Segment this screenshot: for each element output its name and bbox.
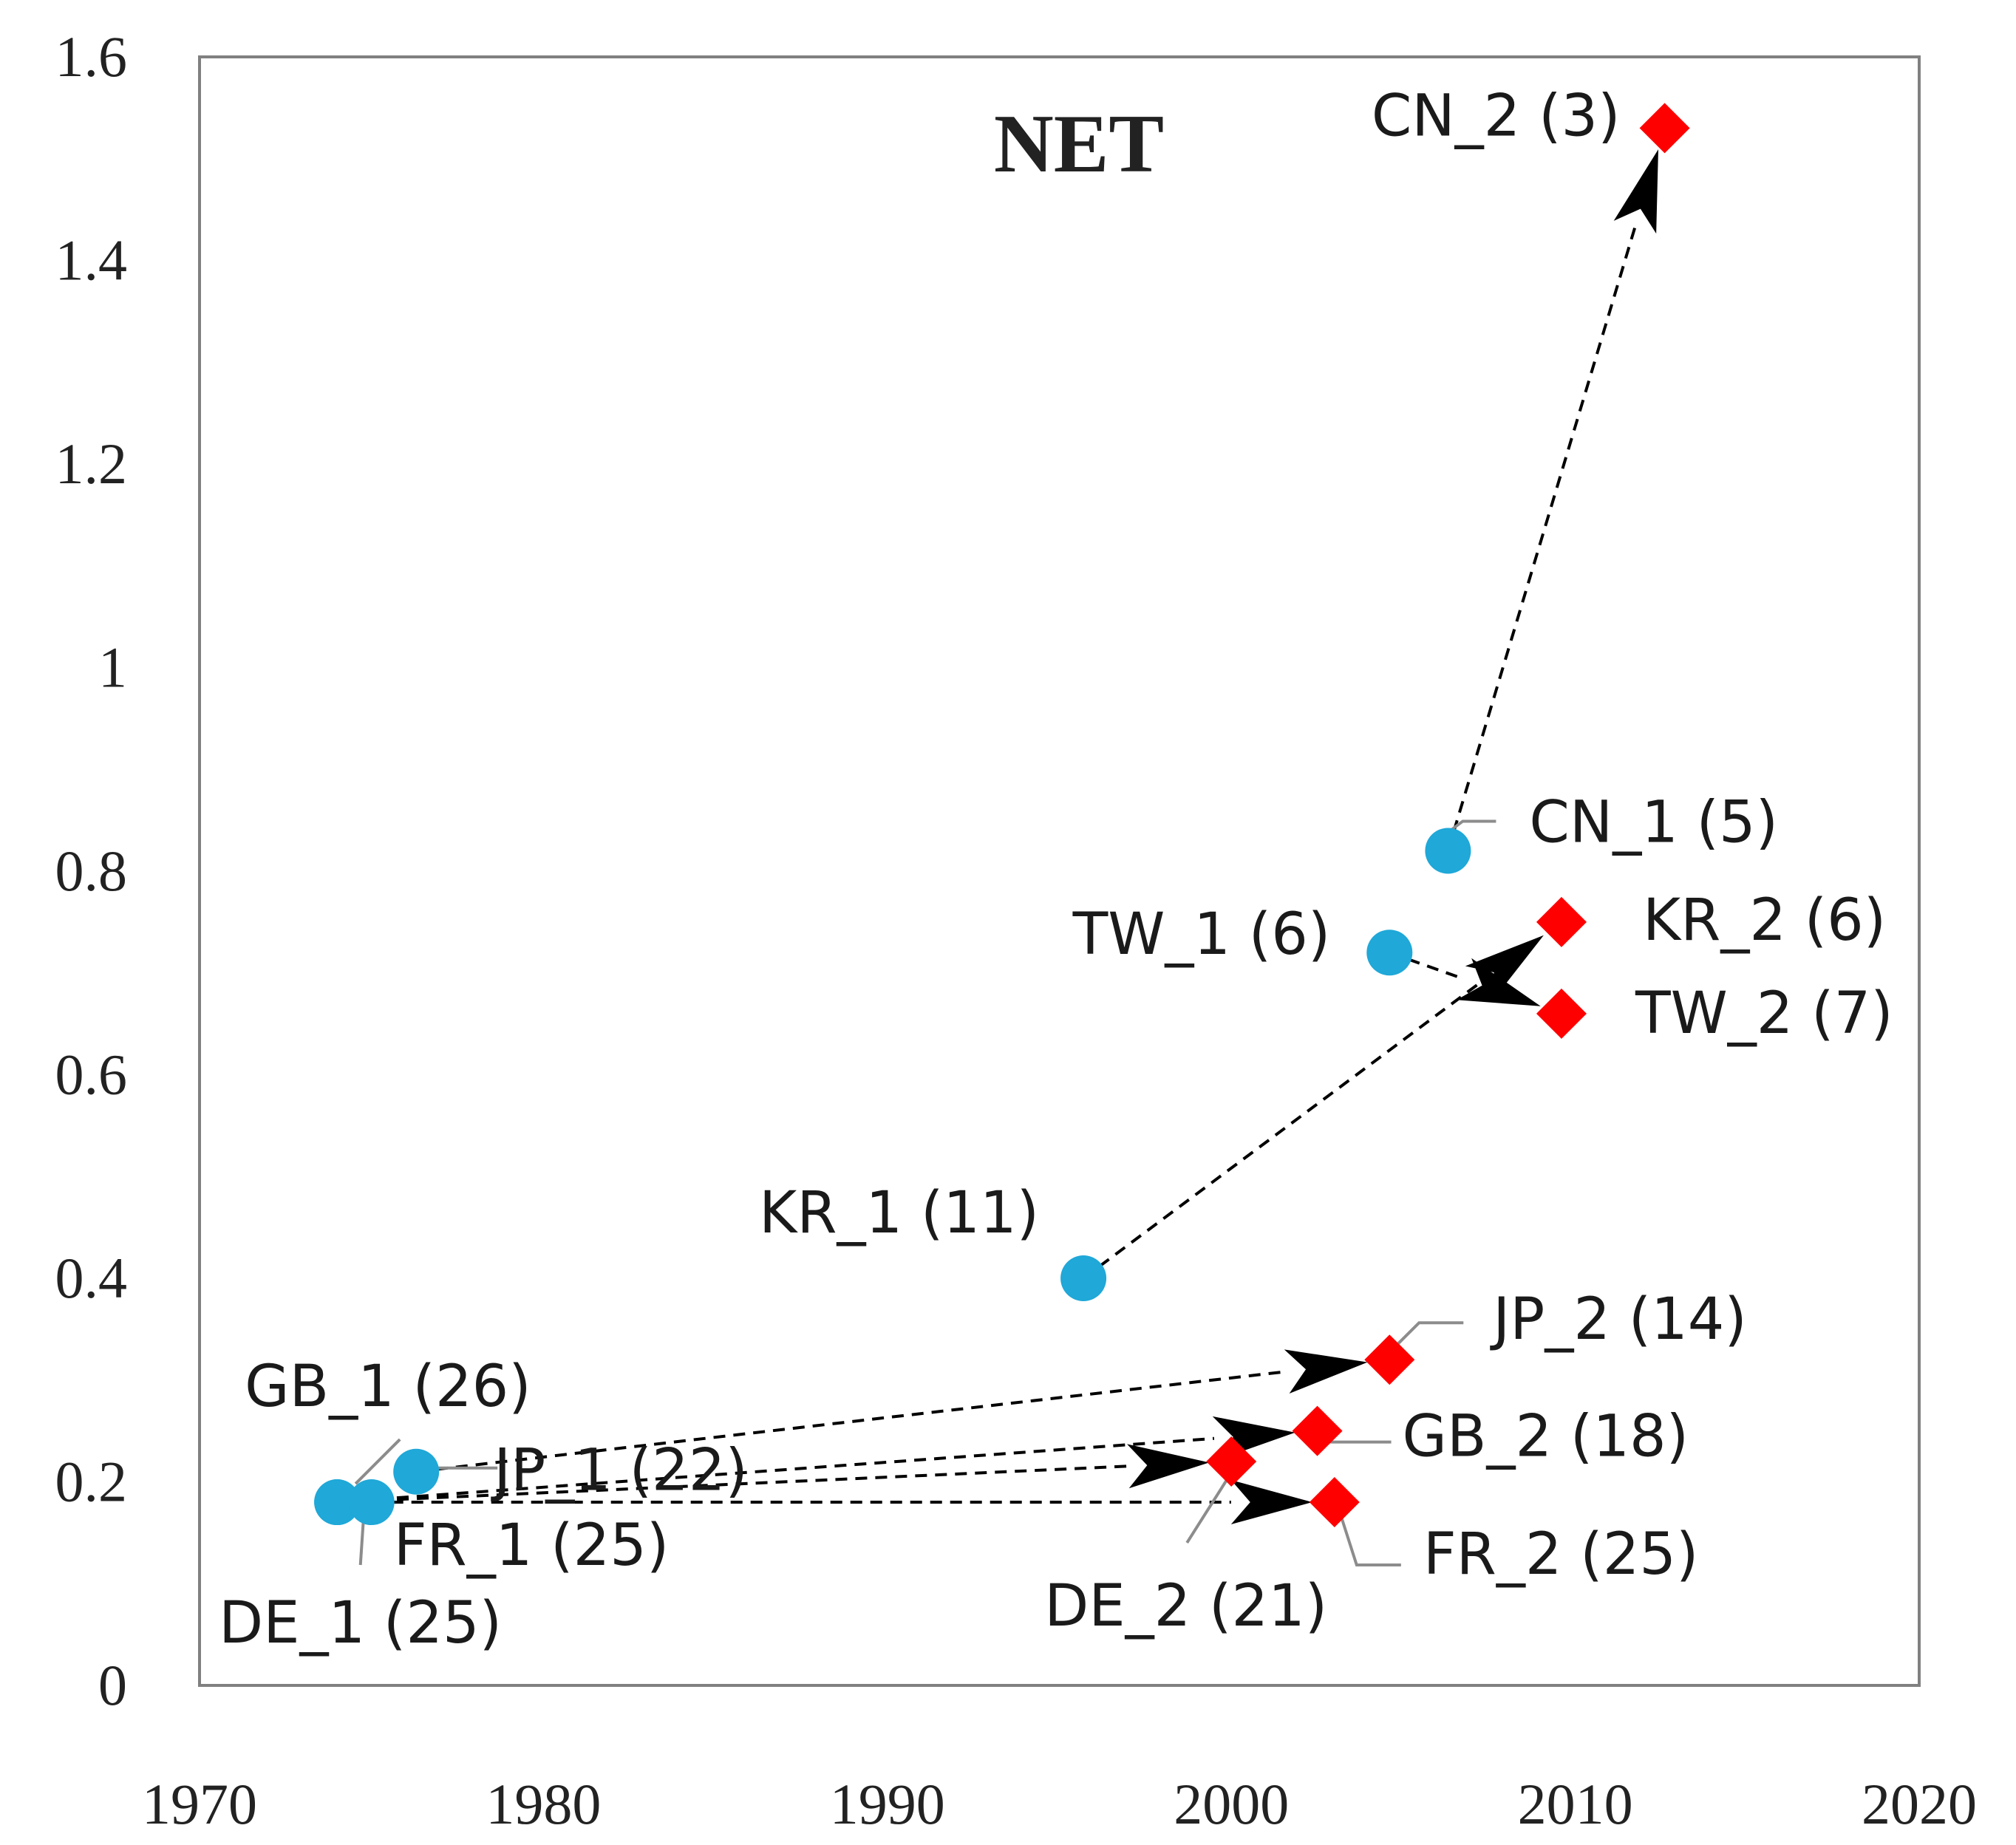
leader-line-GB_1 xyxy=(354,1438,401,1485)
point-GB_2 xyxy=(1292,1405,1343,1456)
point-FR_2 xyxy=(1309,1477,1360,1528)
point-label-layer: GB_1 (26) DE_1 (25) FR_1 (25) JP_1 (22) KR_1… xyxy=(219,83,1893,1657)
arrowhead-JP_2 xyxy=(1284,1349,1368,1394)
point-label-JP_2: JP_2 (14) xyxy=(1489,1286,1747,1353)
arrow-DE_1-to-DE_2 xyxy=(337,1464,1128,1504)
point-label-GB_1: GB_1 (26) xyxy=(245,1354,531,1420)
y-tick-label: 0.8 xyxy=(55,839,128,903)
arrowhead-KR_2 xyxy=(1465,935,1544,1002)
arrow-GB_1-to-GB_2 xyxy=(337,1436,1215,1504)
point-label-FR_1: FR_1 (25) xyxy=(394,1513,670,1579)
y-tick-label: 1.6 xyxy=(55,24,128,89)
y-tick-label: 0.2 xyxy=(55,1450,128,1514)
point-JP_1 xyxy=(393,1448,440,1495)
point-label-GB_2: GB_2 (18) xyxy=(1403,1404,1689,1470)
point-DE_1 xyxy=(314,1479,361,1526)
arrow-JP_1-to-JP_2 xyxy=(415,1370,1287,1473)
point-KR_1 xyxy=(1060,1255,1107,1301)
axis-tick-layer: 1970 1980 1990 2000 2010 2020 0 0.2 0.4 0.6 0.8 1 1.… xyxy=(55,24,1978,1836)
arrow-KR_1-to-KR_2 xyxy=(1082,982,1479,1280)
y-tick-label: 1.2 xyxy=(55,432,128,496)
point-label-KR_2: KR_2 (6) xyxy=(1643,887,1886,954)
x-tick-label: 1990 xyxy=(830,1772,945,1836)
point-label-DE_2: DE_2 (21) xyxy=(1044,1573,1327,1640)
arrowhead-TW_2 xyxy=(1457,958,1541,1006)
y-tick-label: 1 xyxy=(98,635,127,700)
x-tick-label: 2020 xyxy=(1862,1772,1977,1836)
x-tick-label: 2000 xyxy=(1174,1772,1289,1836)
x-tick-label: 2010 xyxy=(1518,1772,1633,1836)
point-TW_1 xyxy=(1366,930,1413,976)
point-label-JP_1: JP_1 (22) xyxy=(490,1438,748,1504)
point-FR_1 xyxy=(348,1479,395,1526)
leader-line-DE_2 xyxy=(1185,1469,1234,1544)
point-TW_2 xyxy=(1536,988,1587,1039)
arrowhead-FR_2 xyxy=(1230,1480,1312,1525)
point-layer xyxy=(314,103,1690,1528)
arrow-layer xyxy=(337,149,1658,1525)
arrowhead-DE_2 xyxy=(1126,1444,1210,1489)
point-label-CN_1: CN_1 (5) xyxy=(1529,789,1778,856)
y-tick-label: 0.4 xyxy=(55,1246,128,1310)
point-label-DE_1: DE_1 (25) xyxy=(219,1590,502,1657)
point-label-KR_1: KR_1 (11) xyxy=(759,1180,1039,1247)
point-JP_2 xyxy=(1364,1334,1415,1385)
leader-line-FR_2 xyxy=(1337,1509,1401,1567)
arrow-CN_1-to-CN_2 xyxy=(1446,226,1637,852)
point-CN_2 xyxy=(1639,103,1690,154)
plot-area-frame xyxy=(198,55,1921,1687)
point-label-TW_1: TW_1 (6) xyxy=(1072,901,1331,968)
point-KR_2 xyxy=(1536,896,1587,947)
y-tick-label: 0.6 xyxy=(55,1043,128,1107)
point-CN_1 xyxy=(1425,828,1471,874)
y-tick-label: 0 xyxy=(98,1653,127,1717)
x-tick-label: 1970 xyxy=(142,1772,257,1836)
leader-line-JP_2 xyxy=(1392,1321,1464,1350)
x-tick-label: 1980 xyxy=(486,1772,601,1836)
point-label-CN_2: CN_2 (3) xyxy=(1372,83,1621,149)
point-label-FR_2: FR_2 (25) xyxy=(1423,1521,1699,1588)
chart-title: NET xyxy=(994,98,1164,190)
arrowhead-CN_2 xyxy=(1613,149,1658,234)
arrow-TW_1-to-TW_2 xyxy=(1389,951,1465,981)
point-DE_2 xyxy=(1206,1436,1257,1487)
y-tick-label: 1.4 xyxy=(55,228,128,293)
point-label-TW_2: TW_2 (7) xyxy=(1635,981,1893,1047)
